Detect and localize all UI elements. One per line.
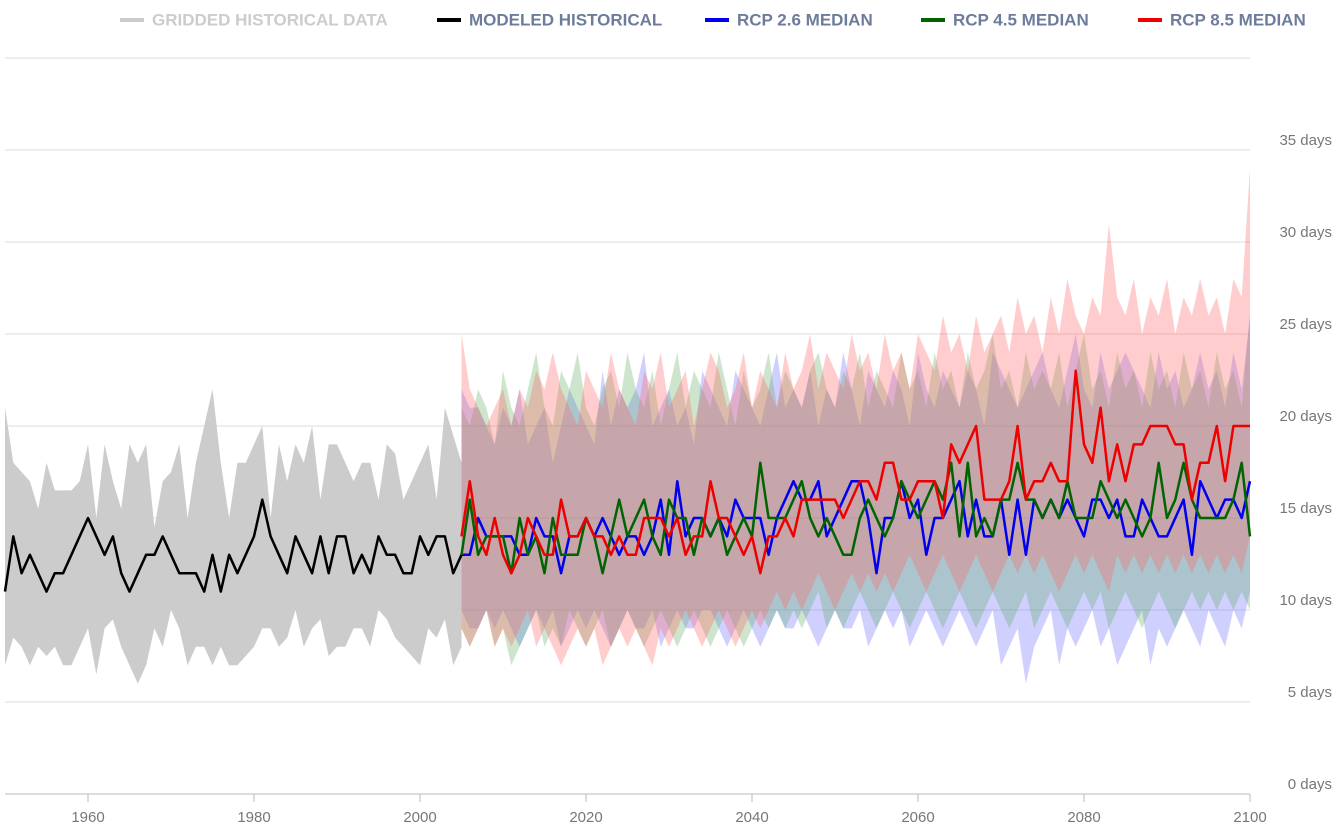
legend-label: GRIDDED HISTORICAL DATA <box>152 10 388 29</box>
y-tick-label: 10 days <box>1279 592 1332 609</box>
y-tick-label: 35 days <box>1279 132 1332 149</box>
median-line <box>460 369 1250 575</box>
axes: 0 days 5 days 10 days 15 days 20 days 25 days… <box>5 132 1332 826</box>
x-tick-label: 2100 <box>1233 809 1266 826</box>
y-tick-label: 5 days <box>1288 684 1332 701</box>
y-tick-label: 20 days <box>1279 408 1332 425</box>
range-band <box>461 315 1250 684</box>
legend-label: MODELED HISTORICAL <box>469 10 662 29</box>
x-tick-label: 1980 <box>237 809 270 826</box>
range-band <box>5 389 462 684</box>
y-tick-label: 0 days <box>1288 776 1332 793</box>
bands <box>5 168 1250 684</box>
x-tick-label: 2060 <box>901 809 934 826</box>
median-line <box>3 498 463 593</box>
legend: GRIDDED HISTORICAL DATA MODELED HISTORICA… <box>120 10 1306 29</box>
range-band <box>461 168 1250 666</box>
y-tick-label: 25 days <box>1279 316 1332 333</box>
y-tick-label: 15 days <box>1279 500 1332 517</box>
y-tick-label: 30 days <box>1279 224 1332 241</box>
x-tick-label: 2000 <box>403 809 436 826</box>
x-tick-label: 2080 <box>1067 809 1100 826</box>
x-tick-label: 2020 <box>569 809 602 826</box>
lines <box>3 369 1252 593</box>
x-tick-label: 2040 <box>735 809 768 826</box>
x-tick-label: 1960 <box>71 809 104 826</box>
legend-label: RCP 4.5 MEDIAN <box>953 10 1089 29</box>
legend-label: RCP 8.5 MEDIAN <box>1170 10 1306 29</box>
legend-label: RCP 2.6 MEDIAN <box>737 10 873 29</box>
